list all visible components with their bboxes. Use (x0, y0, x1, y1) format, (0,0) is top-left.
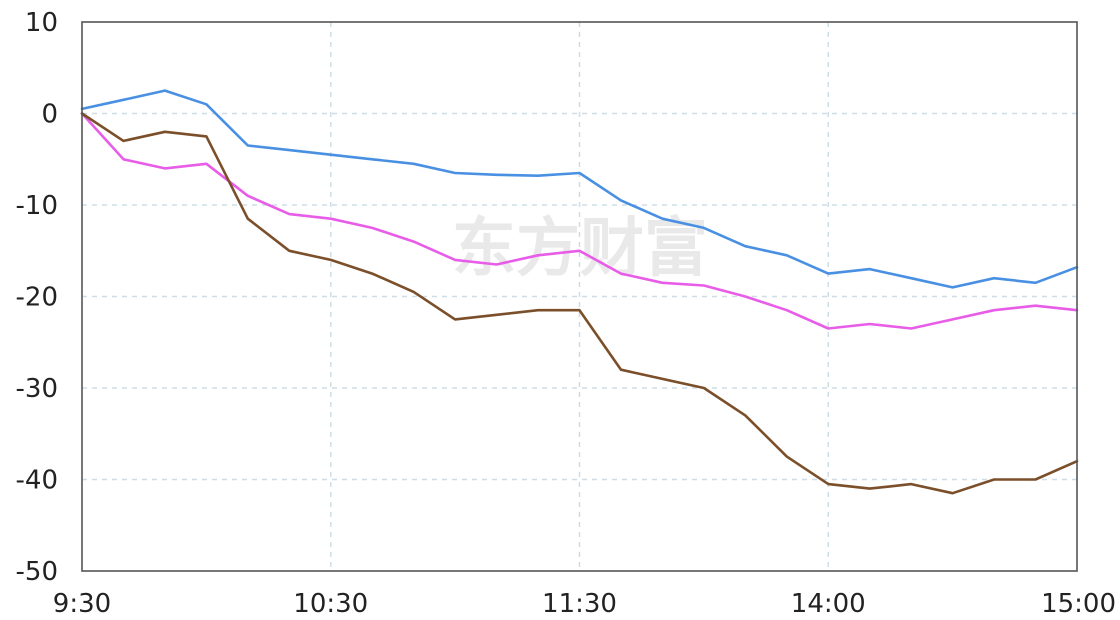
y-tick-label: -40 (16, 466, 58, 496)
series-lines (80, 89, 1079, 495)
y-tick-label: -20 (16, 283, 58, 313)
watermark-text: 东方财富 (452, 212, 708, 286)
y-tick-label: -30 (16, 374, 58, 404)
series-line-3 (80, 112, 1079, 495)
gridlines (82, 22, 1077, 571)
y-axis-ticks: 10 0 -10 -20 -30 -40 -50 (16, 8, 58, 587)
y-tick-label: -50 (16, 557, 58, 587)
y-tick-label: -10 (16, 191, 58, 221)
x-axis-ticks: 9:30 10:30 11:30 14:00 15:00 (53, 589, 1116, 619)
x-tick-label: 9:30 (53, 589, 111, 619)
x-tick-label: 15:00 (1041, 589, 1116, 619)
x-tick-label: 11:30 (542, 589, 617, 619)
y-tick-label: 10 (25, 8, 58, 38)
series-line-1 (80, 89, 1079, 289)
series-line-2 (80, 112, 1079, 330)
x-tick-label: 10:30 (293, 589, 368, 619)
plot-frame (81, 21, 1078, 572)
y-tick-label: 0 (41, 100, 58, 130)
x-tick-label: 14:00 (791, 589, 866, 619)
